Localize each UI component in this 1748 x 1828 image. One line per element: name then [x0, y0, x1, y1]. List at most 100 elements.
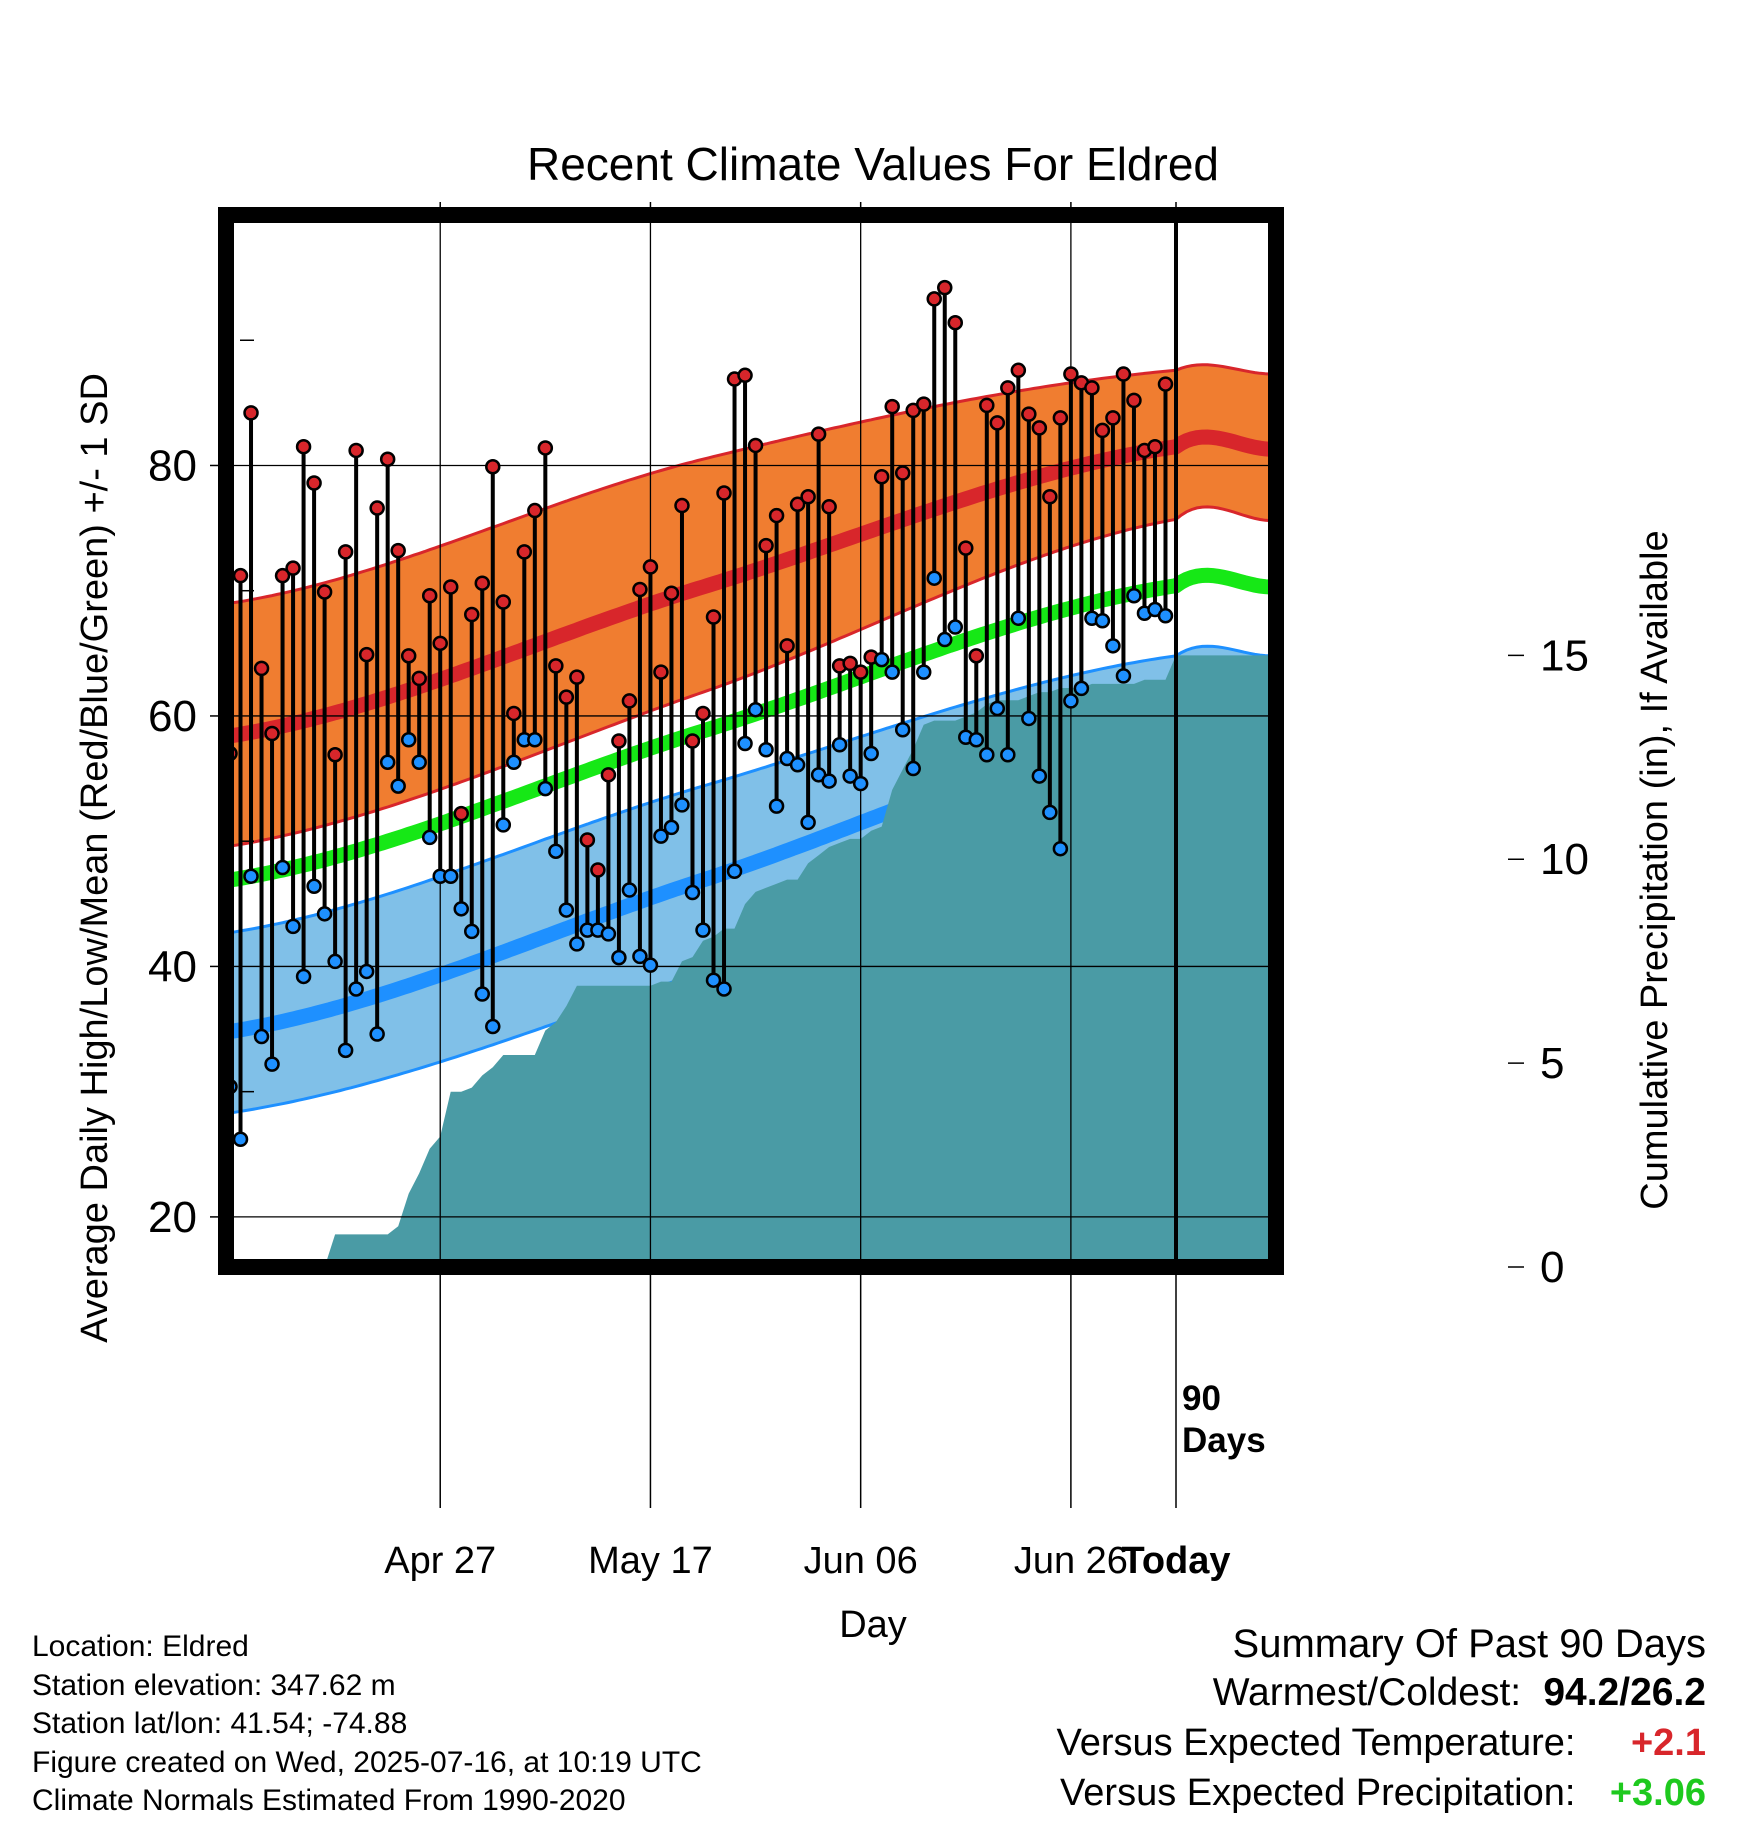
daily-low-point — [316, 906, 333, 922]
daily-low-point — [674, 797, 690, 813]
low-sd-upper-line — [229, 644, 1271, 935]
daily-low-point — [979, 747, 995, 763]
daily-high-point — [611, 733, 627, 749]
daily-low-point — [611, 949, 627, 966]
daily-high-point — [1063, 366, 1079, 382]
temperature-value: +2.1 — [1630, 1722, 1706, 1764]
station-info: Location: Eldred Station elevation: 347.… — [32, 1628, 702, 1821]
daily-high-point — [989, 415, 1006, 431]
daily-high-point — [379, 451, 396, 467]
daily-high-point — [264, 725, 280, 742]
daily-high-point — [1157, 376, 1174, 392]
daily-high-point — [569, 669, 585, 685]
daily-low-point — [768, 798, 785, 814]
daily-high-point — [400, 648, 417, 664]
daily-high-point — [1147, 438, 1163, 455]
daily-high-point — [1042, 489, 1058, 505]
daily-high-point — [274, 567, 291, 584]
daily-high-point — [621, 693, 638, 709]
x-tick-label: Jun 26 — [1014, 1540, 1128, 1582]
daily-high-point — [884, 398, 900, 415]
daily-low-point — [632, 948, 648, 965]
daily-high-point — [348, 442, 364, 459]
daily-high-point — [737, 367, 753, 384]
daily-high-point — [947, 314, 964, 331]
daily-low-point — [947, 619, 964, 635]
daily-high-point — [747, 437, 764, 454]
daily-low-point — [337, 1042, 354, 1059]
daily-low-point — [1021, 710, 1037, 727]
daily-high-point — [1126, 392, 1142, 409]
daily-low-point — [1052, 840, 1069, 857]
warmest-label: Warmest/Coldest: — [1212, 1671, 1522, 1714]
daily-low-point — [264, 1056, 280, 1072]
daily-high-point — [821, 499, 837, 515]
daily-high-point — [306, 475, 322, 491]
daily-low-point — [842, 768, 858, 784]
today-marker-label-line1: 90 — [1182, 1379, 1221, 1418]
daily-low-point — [737, 735, 753, 752]
location-text: Location: Eldred — [32, 1630, 249, 1663]
daily-high-point — [674, 497, 690, 514]
daily-low-point — [1031, 768, 1048, 784]
daily-high-point — [779, 638, 795, 654]
daily-low-point — [243, 868, 259, 885]
y-tick-label-left: 40 — [148, 942, 197, 991]
daily-high-point — [852, 664, 869, 680]
daily-high-point — [894, 465, 911, 481]
daily-high-point — [579, 832, 596, 848]
daily-low-point — [369, 1026, 385, 1042]
daily-low-point — [1105, 638, 1121, 654]
daily-high-point — [295, 438, 312, 455]
daily-low-point — [926, 570, 942, 586]
x-axis-label: Day — [839, 1604, 907, 1646]
daily-high-point — [474, 575, 491, 591]
daily-high-point — [1052, 410, 1069, 426]
daily-high-point — [716, 485, 732, 501]
warmest-value: 94.2/26.2 — [1543, 1671, 1706, 1714]
daily-low-point — [705, 972, 722, 988]
daily-high-point — [600, 767, 617, 783]
y-tick-label-left: 20 — [148, 1193, 197, 1242]
daily-low-point — [894, 721, 911, 738]
daily-low-point — [495, 817, 512, 833]
daily-low-point — [915, 664, 932, 680]
y-tick-label-right: 5 — [1540, 1039, 1564, 1088]
temperature-label: Versus Expected Temperature: — [1056, 1722, 1576, 1764]
daily-high-point — [316, 584, 333, 600]
daily-high-point — [1000, 380, 1016, 396]
x-tick-label: Jun 06 — [804, 1540, 918, 1582]
daily-high-point — [453, 805, 469, 822]
daily-high-point — [337, 544, 354, 560]
daily-high-point — [495, 594, 512, 610]
daily-low-point — [348, 981, 364, 997]
chart-title: Recent Climate Values For Eldred — [527, 138, 1219, 190]
daily-high-point — [937, 279, 953, 296]
daily-high-point — [663, 585, 680, 601]
daily-high-point — [705, 609, 722, 625]
daily-high-point — [958, 540, 974, 556]
daily-low-point — [537, 780, 554, 797]
summary-warmest-row: Warmest/Coldest: 94.2/26.2 — [1057, 1668, 1706, 1718]
daily-high-point — [758, 537, 774, 554]
high-sd-lower-line — [229, 505, 1271, 848]
daily-high-point — [327, 747, 343, 763]
daily-high-point — [369, 500, 385, 516]
daily-low-point — [306, 878, 322, 895]
y-tick-label-left: 60 — [148, 692, 197, 741]
precipitation-value: +3.06 — [1609, 1772, 1706, 1814]
daily-low-point — [558, 902, 575, 918]
daily-low-point — [873, 651, 890, 668]
daily-high-point — [411, 670, 427, 687]
daily-low-point — [327, 953, 343, 970]
latlon-text: Station lat/lon: 41.54; -74.88 — [32, 1707, 408, 1740]
daily-low-point — [400, 731, 417, 748]
daily-high-point — [800, 489, 816, 505]
daily-low-point — [905, 760, 921, 777]
daily-low-point — [821, 773, 837, 789]
daily-high-point — [537, 440, 554, 456]
daily-low-point — [474, 986, 491, 1002]
daily-low-point — [663, 819, 680, 836]
